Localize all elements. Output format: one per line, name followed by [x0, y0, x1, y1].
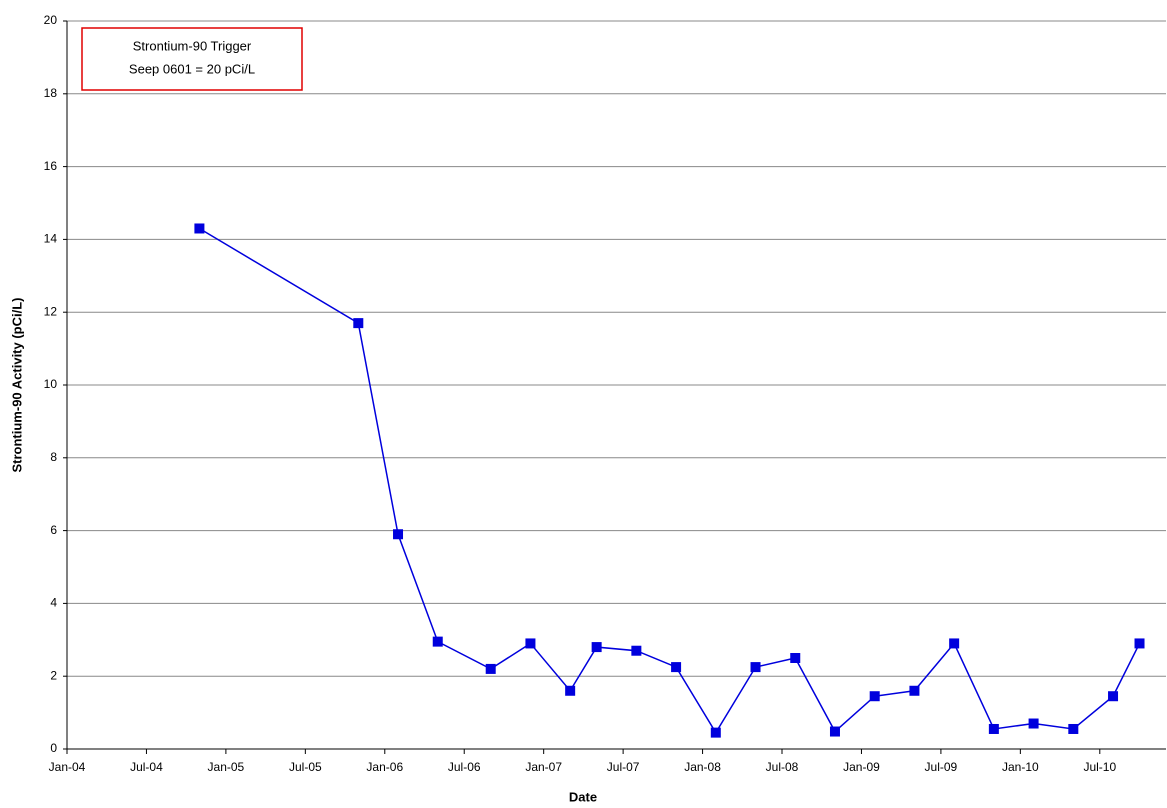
marker [1134, 638, 1145, 649]
x-tick-label: Jan-04 [49, 760, 86, 774]
x-tick-label: Jan-06 [366, 760, 403, 774]
annotation: Seep 0601 = 20 pCi/L [129, 61, 255, 76]
x-tick-label: Jul-07 [607, 760, 640, 774]
y-tick-label: 10 [44, 377, 58, 391]
marker [1028, 718, 1039, 729]
marker [829, 726, 840, 737]
y-tick-label: 20 [44, 13, 58, 27]
marker [591, 642, 602, 653]
marker [485, 663, 496, 674]
y-tick-label: 16 [44, 159, 58, 173]
marker [194, 223, 205, 234]
x-tick-label: Jul-10 [1083, 760, 1116, 774]
annotation: Strontium-90 Trigger [133, 38, 252, 53]
marker [393, 529, 404, 540]
x-tick-label: Jul-04 [130, 760, 163, 774]
marker [565, 685, 576, 696]
y-tick-label: 12 [44, 304, 58, 318]
x-tick-label: Jan-10 [1002, 760, 1039, 774]
marker [949, 638, 960, 649]
x-tick-label: Jul-05 [289, 760, 322, 774]
x-tick-label: Jan-09 [843, 760, 880, 774]
x-tick-label: Jul-06 [448, 760, 481, 774]
x-axis-title: Date [569, 789, 597, 804]
x-tick-label: Jan-07 [525, 760, 562, 774]
marker [1108, 691, 1119, 702]
marker [525, 638, 536, 649]
x-tick-label: Jul-09 [925, 760, 958, 774]
series-line [199, 227, 1141, 735]
x-tick-label: Jul-08 [766, 760, 799, 774]
marker [790, 653, 801, 663]
marker [432, 636, 443, 647]
y-tick-label: 0 [50, 741, 57, 755]
grid [67, 20, 1166, 750]
marker [909, 685, 920, 696]
y-axis-title: Strontium-90 Activity (pCi/L) [9, 297, 24, 472]
annotation-box [81, 27, 303, 91]
y-tick-label: 14 [44, 232, 58, 246]
marker [1068, 723, 1079, 734]
y-tick-label: 18 [44, 86, 58, 100]
y-tick-label: 4 [50, 596, 57, 610]
y-tick-label: 6 [50, 523, 57, 537]
marker [988, 723, 999, 734]
marker [869, 691, 880, 702]
marker [671, 662, 682, 673]
marker [353, 318, 364, 329]
y-tick-label: 8 [50, 450, 57, 464]
marker [750, 662, 761, 673]
x-tick-label: Jan-05 [208, 760, 245, 774]
marker [710, 727, 721, 738]
y-tick-label: 2 [50, 668, 57, 682]
marker [631, 645, 642, 656]
x-tick-label: Jan-08 [684, 760, 721, 774]
